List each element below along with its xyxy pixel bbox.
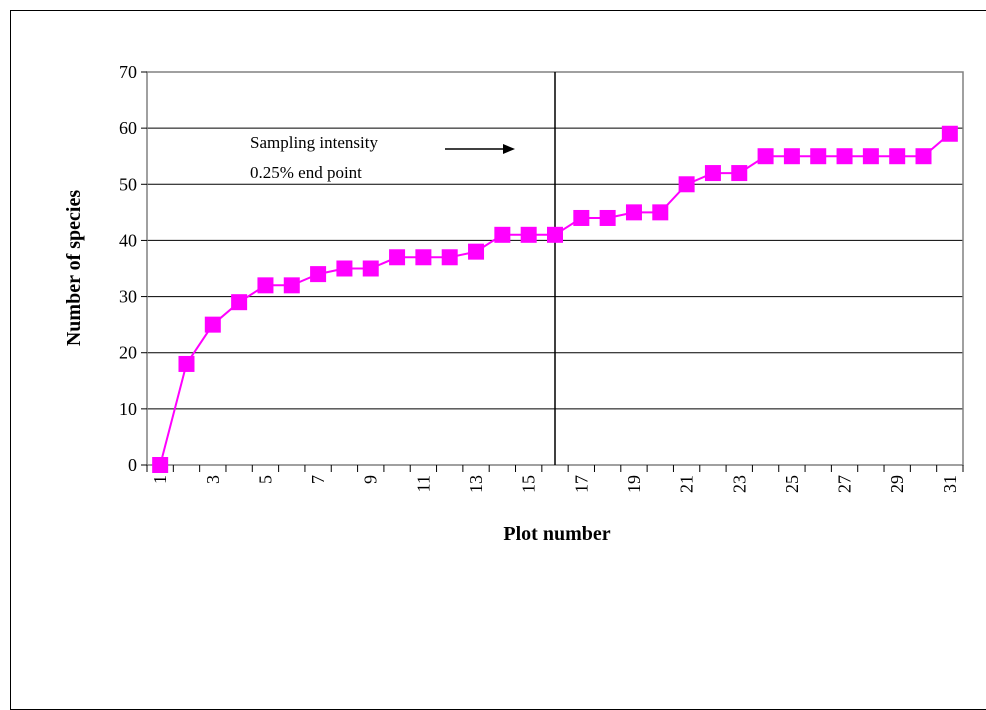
data-point [336,260,353,277]
annotation-arrow [445,144,515,154]
data-point [599,209,616,226]
x-tick-label: 31 [940,475,960,493]
data-point [520,226,537,243]
y-tick-label: 60 [119,118,137,138]
data-point [310,266,327,283]
data-point [704,165,721,182]
annotation-line-1: Sampling intensity [250,133,378,152]
x-tick-label: 23 [729,475,749,493]
y-tick-label: 0 [128,455,137,475]
data-point [757,148,774,165]
x-tick-label: 13 [466,475,486,493]
data-point [362,260,379,277]
data-point [652,204,669,221]
x-tick-label: 3 [203,475,223,484]
data-point [204,316,221,333]
data-point [915,148,932,165]
annotation-line-2: 0.25% end point [250,163,362,182]
y-axis-ticks: 0 10 20 30 40 50 60 70 [119,62,147,475]
y-axis-title: Number of species [63,190,85,346]
x-tick-label: 9 [361,475,381,484]
data-point [231,294,248,311]
x-tick-label: 29 [887,475,907,493]
x-tick-label: 15 [519,475,539,493]
data-point [415,249,432,266]
x-tick-label: 25 [782,475,802,493]
data-point [836,148,853,165]
data-point [783,148,800,165]
x-tick-label: 1 [150,475,170,484]
data-point [889,148,906,165]
data-point [941,125,958,142]
chart-frame [10,10,986,710]
x-tick-label: 5 [255,475,275,484]
series-markers [152,125,958,473]
data-point [678,176,695,193]
data-point [547,226,563,243]
x-axis-ticks: 1 3 5 7 9 11 13 15 17 19 21 23 25 27 29 31 [146,465,964,493]
y-tick-label: 30 [119,287,137,307]
data-point [625,204,642,221]
data-point [468,243,485,260]
data-point [178,355,195,372]
y-tick-label: 20 [119,343,137,363]
x-tick-label: 17 [571,475,591,493]
x-tick-label: 7 [308,475,328,484]
y-tick-label: 10 [119,399,137,419]
x-tick-label: 27 [835,475,855,493]
data-point [389,249,406,266]
data-point [441,249,458,266]
x-tick-label: 19 [624,475,644,493]
data-point [257,277,274,294]
y-tick-label: 50 [119,174,137,194]
data-point [283,277,300,294]
data-point [731,165,748,182]
y-tick-label: 70 [119,62,137,82]
x-tick-label: 11 [413,475,433,492]
y-tick-label: 40 [119,230,137,250]
x-axis-title: Plot number [503,523,610,545]
data-point [573,209,590,226]
x-tick-label: 21 [677,475,697,493]
data-point [862,148,879,165]
data-point [152,457,169,473]
data-point [810,148,827,165]
data-point [494,226,511,243]
